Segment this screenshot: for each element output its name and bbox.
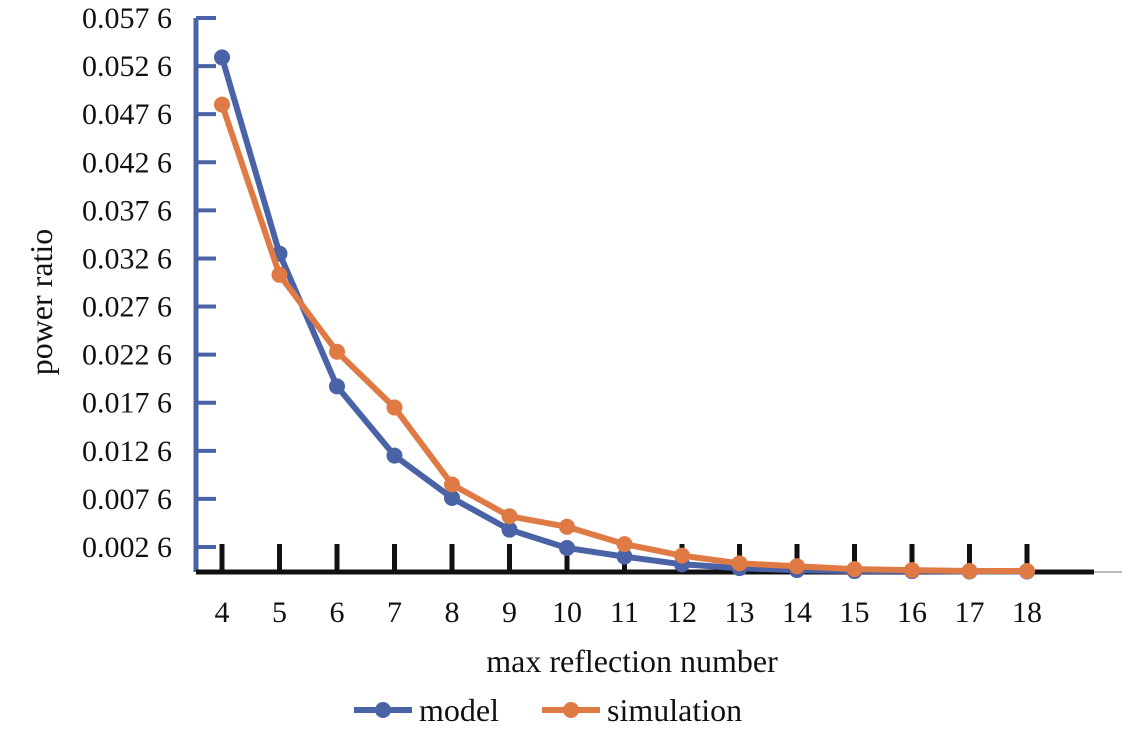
x-tick-label: 15 [840, 596, 870, 629]
data-point-model [214, 49, 230, 66]
x-tick-label: 4 [215, 596, 230, 629]
data-point-simulation [214, 96, 230, 113]
data-point-model [559, 539, 575, 556]
x-tick-label: 16 [897, 596, 927, 629]
legend-label-simulation: simulation [607, 692, 742, 728]
y-tick-label: 0.042 6 [82, 146, 172, 179]
x-tick-label: 13 [725, 596, 755, 629]
x-axis: 4 5 6 7 8 9 10 11 12 13 14 15 16 17 18 [196, 544, 1122, 629]
data-point-simulation [674, 547, 690, 564]
x-tick-label: 5 [272, 596, 287, 629]
data-point-simulation [789, 558, 805, 575]
x-tick-label: 7 [387, 596, 402, 629]
data-point-simulation [846, 561, 863, 578]
x-tick-label: 8 [445, 596, 460, 629]
data-point-model [386, 447, 403, 464]
data-point-simulation [271, 266, 288, 283]
legend: model simulation [354, 692, 742, 728]
x-tick-label: 9 [502, 596, 517, 629]
data-point-simulation [961, 563, 978, 580]
x-tick-label: 14 [782, 596, 812, 629]
y-tick-label: 0.012 6 [82, 435, 172, 468]
y-tick-label: 0.052 6 [82, 50, 172, 83]
legend-label-model: model [419, 692, 499, 728]
plot-area [214, 49, 1035, 580]
y-tick-label: 0.017 6 [82, 387, 172, 420]
data-point-simulation [731, 555, 748, 572]
y-tick-label: 0.047 6 [82, 98, 172, 131]
series-line-model [219, 56, 1027, 575]
data-point-model [329, 378, 345, 395]
y-tick-label: 0.002 6 [82, 531, 172, 564]
y-tick-label: 0.032 6 [82, 242, 172, 275]
x-tick-label: 17 [955, 596, 985, 629]
x-tick-label: 11 [610, 596, 639, 629]
data-point-simulation [616, 536, 633, 553]
y-axis: 0.002 6 0.007 6 0.012 6 0.017 6 0.022 6 0.027… [82, 2, 216, 572]
data-point-simulation [559, 518, 575, 535]
x-tick-label: 6 [330, 596, 345, 629]
y-axis-title: power ratio [23, 229, 59, 376]
data-point-simulation [501, 508, 518, 525]
x-tick-label: 12 [667, 596, 697, 629]
data-point-simulation [329, 343, 345, 360]
x-tick-label: 10 [552, 596, 582, 629]
data-point-simulation [1019, 563, 1035, 580]
data-point-simulation [444, 476, 460, 493]
y-tick-label: 0.057 6 [82, 2, 172, 35]
x-tick-label: 18 [1012, 596, 1042, 629]
y-tick-label: 0.027 6 [82, 291, 172, 324]
legend-marker-simulation [563, 702, 579, 718]
data-point-simulation [386, 399, 403, 416]
data-point-model [501, 521, 518, 538]
y-tick-label: 0.037 6 [82, 194, 172, 227]
data-point-model [616, 548, 633, 565]
y-tick-label: 0.007 6 [82, 483, 172, 516]
y-tick-label: 0.022 6 [82, 339, 172, 372]
x-axis-title: max reflection number [486, 643, 778, 679]
series-line-simulation [219, 103, 1027, 575]
data-point-model [444, 489, 460, 506]
legend-marker-model [375, 702, 391, 718]
data-point-simulation [904, 562, 920, 579]
